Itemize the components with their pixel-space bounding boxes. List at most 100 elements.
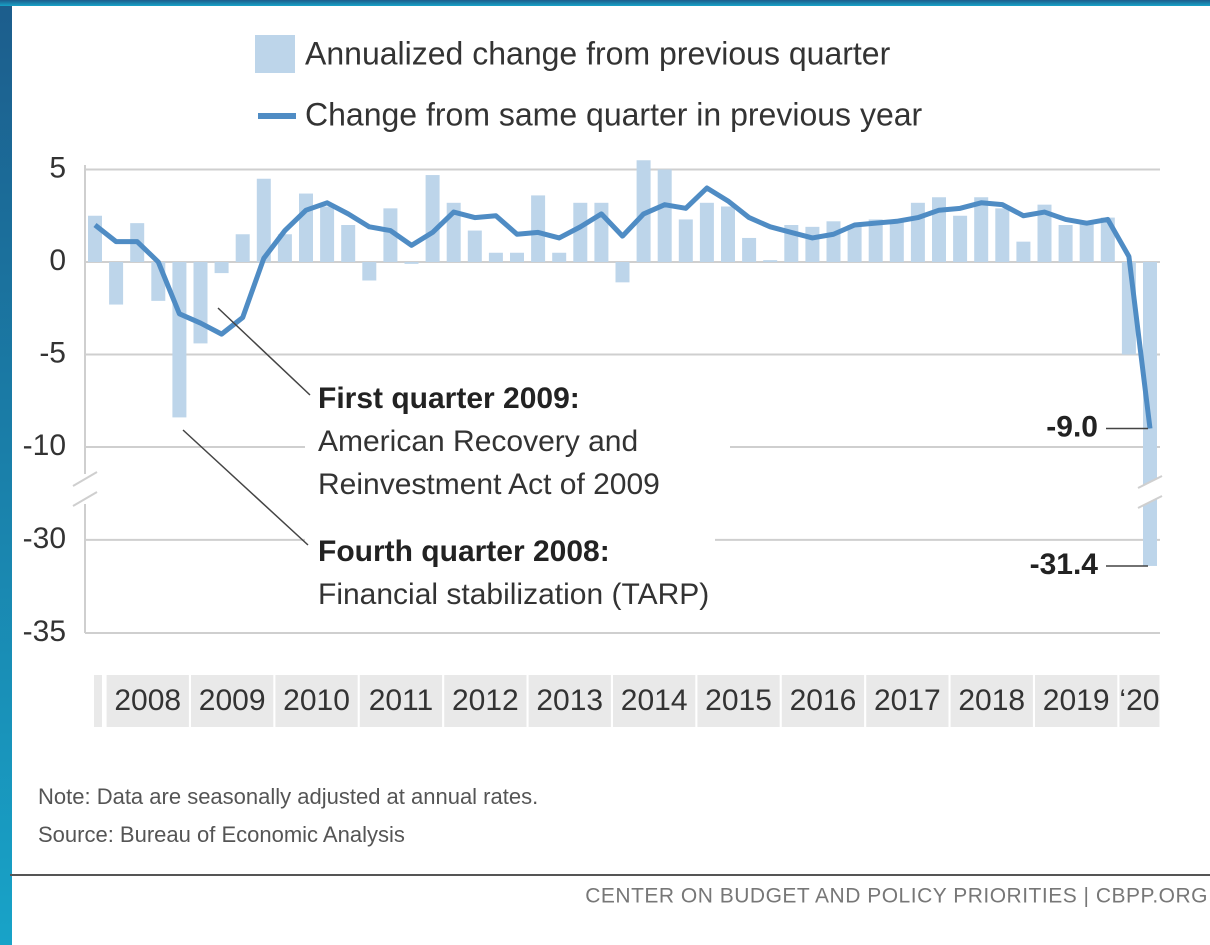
legend-label: Annualized change from previous quarter xyxy=(305,35,891,71)
y-tick-label: -35 xyxy=(23,615,66,648)
bar xyxy=(932,197,946,262)
footer: CENTER ON BUDGET AND POLICY PRIORITIES |… xyxy=(585,885,1208,908)
legend-swatch xyxy=(255,35,295,73)
bar xyxy=(299,193,313,262)
x-tick-label: 2013 xyxy=(536,684,603,717)
year-band xyxy=(106,675,189,727)
frame-top xyxy=(0,0,1210,6)
x-tick-label: 2018 xyxy=(958,684,1025,717)
bar xyxy=(383,208,398,262)
annotation-title: Fourth quarter 2008: xyxy=(318,535,610,568)
bar xyxy=(1037,204,1052,262)
annotation-bg xyxy=(305,530,715,620)
axis-break xyxy=(72,491,98,507)
y-tick-label: 0 xyxy=(49,244,66,277)
annotation-bg xyxy=(305,372,730,507)
x-tick-label: 2015 xyxy=(705,684,772,717)
axis-break xyxy=(1137,475,1163,489)
bar xyxy=(552,252,567,262)
x-tick-label: 2012 xyxy=(452,684,519,717)
x-tick-label: 2011 xyxy=(369,684,434,717)
bar xyxy=(889,221,904,262)
bar xyxy=(826,221,841,262)
year-band xyxy=(275,675,358,727)
bar xyxy=(1058,225,1073,262)
year-band xyxy=(1035,675,1118,727)
bar xyxy=(1016,241,1031,262)
bar xyxy=(510,252,524,262)
bar xyxy=(109,262,124,305)
bar xyxy=(467,230,482,262)
bar xyxy=(214,262,229,274)
line xyxy=(93,185,1153,429)
bar xyxy=(805,226,820,262)
bar xyxy=(763,260,778,262)
x-tick-label: 2009 xyxy=(199,684,266,717)
axis-break xyxy=(72,471,98,487)
year-band xyxy=(359,675,443,727)
bar xyxy=(320,206,335,262)
y-tick-label: -10 xyxy=(23,429,66,462)
bar xyxy=(699,202,714,262)
year-band xyxy=(94,675,102,727)
legend-label: Change from same quarter in previous yea… xyxy=(305,96,923,132)
bar xyxy=(910,202,925,262)
x-tick-label: 2010 xyxy=(283,684,350,717)
bar xyxy=(531,195,546,262)
bar xyxy=(88,215,102,262)
plot: 5 0 -5 -10 -30 -35 2008 2009 2010 2011 2012 2013 201… xyxy=(23,151,1163,727)
bar xyxy=(1079,223,1094,262)
value-label: -31.4 xyxy=(1030,548,1099,581)
year-band xyxy=(444,675,527,727)
bar xyxy=(193,262,208,344)
bar xyxy=(362,262,377,281)
bar xyxy=(974,197,989,262)
bar xyxy=(742,237,757,262)
year-band xyxy=(950,675,1033,727)
source: Source: Bureau of Economic Analysis xyxy=(38,822,405,847)
bar xyxy=(995,208,1010,262)
bar xyxy=(636,160,651,262)
annotation-text: American Recovery and xyxy=(318,425,638,458)
bar xyxy=(172,262,187,418)
bar xyxy=(256,178,271,262)
bar xyxy=(404,262,419,264)
x-tick-label: 2008 xyxy=(114,684,181,717)
axis-break xyxy=(1137,495,1163,509)
bar xyxy=(657,169,672,262)
x-tick-label: 2017 xyxy=(874,684,941,717)
year-band xyxy=(866,675,949,727)
y-tick-label: -5 xyxy=(39,336,66,369)
axis-break xyxy=(1138,476,1162,508)
annotation-title: First quarter 2009: xyxy=(318,382,580,415)
bar xyxy=(847,225,862,262)
bar xyxy=(235,234,250,262)
year-band xyxy=(191,675,274,727)
x-tick-label: 2016 xyxy=(790,684,857,717)
bar xyxy=(953,215,968,262)
bar xyxy=(868,219,883,262)
bar xyxy=(277,234,292,262)
year-band xyxy=(697,675,780,727)
annotation-text: Financial stabilization (TARP) xyxy=(318,578,709,611)
note: Note: Data are seasonally adjusted at an… xyxy=(38,784,538,809)
frame-edge xyxy=(0,0,12,945)
bar xyxy=(573,202,588,262)
bar xyxy=(615,262,630,283)
bar xyxy=(425,175,440,262)
x-tick-label: 2019 xyxy=(1043,684,1110,717)
leader xyxy=(217,307,311,396)
year-band xyxy=(1119,675,1160,727)
y-tick-label: 5 xyxy=(49,151,66,184)
value-label: -9.0 xyxy=(1046,410,1098,443)
annotation-text: Reinvestment Act of 2009 xyxy=(318,468,660,501)
year-band xyxy=(613,675,696,727)
year-band xyxy=(781,675,865,727)
x-tick-label: 2014 xyxy=(621,684,688,717)
bar xyxy=(678,219,693,262)
year-band xyxy=(528,675,611,727)
y-tick-label: -30 xyxy=(23,522,66,555)
x-tick-label: ‘20 xyxy=(1119,684,1159,717)
bar xyxy=(341,225,356,262)
